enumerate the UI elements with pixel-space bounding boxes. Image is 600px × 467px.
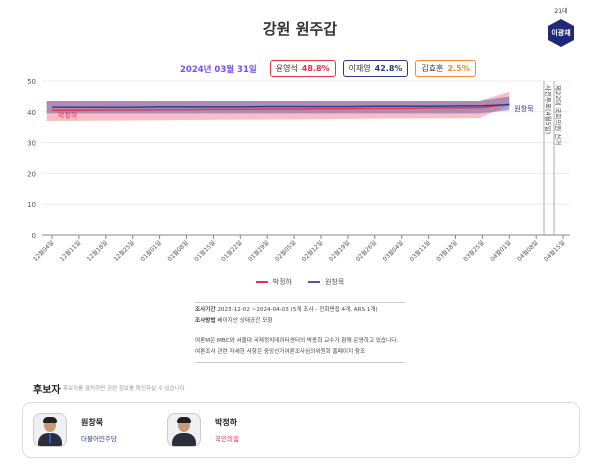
svg-text:04월15일: 04월15일 bbox=[542, 239, 566, 263]
candidate-party: 국민의힘 bbox=[215, 435, 239, 443]
svg-text:01월01일: 01월01일 bbox=[139, 239, 163, 263]
chip-name: 윤영석 bbox=[275, 64, 298, 73]
page-title: 강원 원주갑 bbox=[262, 20, 338, 38]
legend-line-icon bbox=[308, 281, 320, 283]
svg-text:12월11일: 12월11일 bbox=[58, 239, 82, 263]
legend-item-1[interactable]: 박정하 bbox=[255, 277, 292, 287]
svg-text:04월08일: 04월08일 bbox=[515, 239, 539, 263]
note-label: 조사기간 bbox=[195, 307, 216, 313]
hexagon-badge-icon: 이광재 bbox=[548, 19, 574, 47]
legend-label: 박정하 bbox=[272, 278, 292, 286]
svg-text:12월04일: 12월04일 bbox=[31, 239, 55, 263]
svg-text:원창묵: 원창묵 bbox=[514, 104, 534, 113]
poll-summary: 2024년 03월 31일 윤영석 48.8% 이재영 42.8% 김효훈 2.5% bbox=[180, 60, 476, 77]
candidate-photo[interactable] bbox=[33, 413, 67, 447]
chip-value: 2.5% bbox=[447, 64, 470, 73]
svg-text:12월18일: 12월18일 bbox=[85, 239, 109, 263]
svg-text:03월18일: 03월18일 bbox=[435, 239, 459, 263]
note-text: 여론조사 관련 자세한 사항은 중앙선거여론조사심의위원회 홈페이지 참조 bbox=[195, 349, 366, 355]
note-label: 조사방법 bbox=[195, 318, 216, 324]
svg-text:40: 40 bbox=[27, 109, 36, 117]
svg-text:03월04일: 03월04일 bbox=[381, 239, 405, 263]
svg-text:01월08일: 01월08일 bbox=[166, 239, 190, 263]
note-text: 베이지안 상태공간 모형 bbox=[217, 318, 273, 324]
candidate-name: 박정하 bbox=[215, 418, 238, 427]
svg-text:20: 20 bbox=[27, 170, 36, 178]
chip-value: 42.8% bbox=[374, 64, 403, 73]
chart-legend: 박정하 원창묵 bbox=[0, 277, 600, 287]
svg-text:제22대 국회의원 선거: 제22대 국회의원 선거 bbox=[554, 85, 563, 145]
poll-trend-chart: 0 10 20 30 40 50 박정하 원창묵 12월04일 12월11일 12월18일 12월… bbox=[27, 78, 570, 263]
svg-text:10: 10 bbox=[27, 201, 36, 209]
svg-text:박정하: 박정하 bbox=[58, 110, 78, 119]
candidates-subtitle: 후보자를 클릭하면 관련 정보를 확인하실 수 있습니다 bbox=[63, 386, 185, 392]
svg-text:50: 50 bbox=[27, 78, 36, 86]
svg-text:01월29일: 01월29일 bbox=[246, 239, 270, 263]
svg-text:03월25일: 03월25일 bbox=[462, 239, 486, 263]
svg-text:02월19일: 02월19일 bbox=[327, 239, 351, 263]
candidates-heading: 후보자 bbox=[33, 385, 61, 396]
event-annotations: 사전투표(4월5일) 제22대 국회의원 선거 bbox=[543, 81, 563, 235]
chip-name: 이재영 bbox=[348, 64, 371, 73]
candidate-item-2[interactable]: 박정하 국민의힘 bbox=[167, 413, 239, 447]
legend-label: 원창묵 bbox=[325, 278, 345, 286]
chip-value: 48.8% bbox=[301, 64, 330, 73]
note-text: 여론M은 MBC와 서울대 국제정치데이터센터의 박종희 교수가 함께 운영하고… bbox=[195, 338, 399, 344]
badge-term: 21대 bbox=[554, 8, 568, 15]
poll-date: 2024년 03월 31일 bbox=[180, 64, 257, 75]
series-lines: 박정하 원창묵 bbox=[52, 103, 534, 119]
chip-name: 김효훈 bbox=[421, 64, 444, 73]
chip-candidate-2: 이재영 42.8% bbox=[342, 60, 409, 77]
legend-line-icon bbox=[255, 281, 268, 283]
candidate-party: 더불어민주당 bbox=[81, 435, 117, 443]
legend-item-2[interactable]: 원창묵 bbox=[308, 277, 344, 287]
x-axis: 12월04일 12월11일 12월18일 12월25일 01월01일 01월08일 01월1… bbox=[31, 234, 570, 263]
candidate-name: 원창묵 bbox=[81, 418, 104, 427]
candidate-photo[interactable] bbox=[167, 413, 201, 447]
svg-text:01월15일: 01월15일 bbox=[193, 239, 217, 263]
svg-text:사전투표(4월5일): 사전투표(4월5일) bbox=[544, 85, 553, 134]
svg-text:12월25일: 12월25일 bbox=[112, 239, 136, 263]
svg-text:01월22일: 01월22일 bbox=[219, 239, 243, 263]
badge-name: 이광재 bbox=[551, 29, 571, 37]
svg-text:02월05일: 02월05일 bbox=[273, 239, 297, 263]
svg-text:02월26일: 02월26일 bbox=[354, 239, 378, 263]
svg-text:02월12일: 02월12일 bbox=[300, 239, 324, 263]
survey-notes: 조사기간 2023-12-02 ~2024-04-03 (5개 조사 - 전화면… bbox=[195, 302, 405, 363]
candidate-item-1[interactable]: 원창묵 더불어민주당 bbox=[33, 413, 117, 447]
chip-candidate-1: 윤영석 48.8% bbox=[269, 60, 336, 77]
svg-text:0: 0 bbox=[32, 232, 36, 240]
note-text: 2023-12-02 ~2024-04-03 (5개 조사 - 전화면접 4개,… bbox=[217, 307, 378, 313]
svg-text:30: 30 bbox=[27, 140, 36, 148]
candidates-card: 원창묵 더불어민주당 박정하 국민의힘 bbox=[22, 402, 580, 458]
svg-text:04월01일: 04월01일 bbox=[488, 239, 512, 263]
incumbent-badge: 21대 이광재 bbox=[546, 6, 576, 47]
svg-text:03월11일: 03월11일 bbox=[408, 239, 432, 263]
chip-candidate-3: 김효훈 2.5% bbox=[415, 60, 476, 77]
